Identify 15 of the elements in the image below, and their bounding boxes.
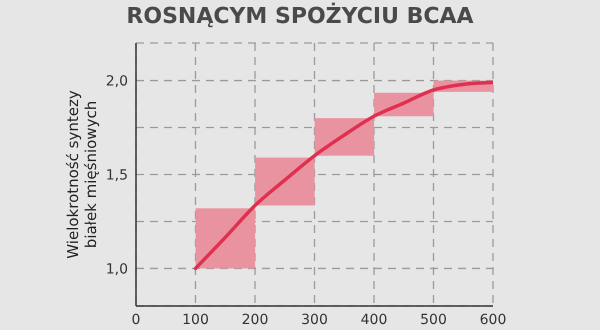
- y-axis-title: Wielokrotność syntezy białek mięśniowych: [64, 90, 100, 259]
- x-tick-label: 600: [480, 312, 506, 328]
- x-tick-label: 300: [301, 312, 328, 328]
- bar: [196, 208, 256, 268]
- line-series: [194, 80, 493, 270]
- x-tick-label: 400: [360, 312, 388, 328]
- y-tick-label: 1,5: [106, 167, 128, 184]
- bar: [255, 158, 315, 206]
- chart-title: ROSNĄCYM SPOŻYCIU BCAA: [125, 4, 475, 30]
- x-tick-label: 100: [182, 312, 209, 328]
- x-tick-label: 200: [242, 312, 268, 328]
- y-tick-label: 2,0: [106, 74, 128, 90]
- y-tick-label: 1,0: [106, 261, 128, 278]
- x-tick-label: 500: [420, 312, 447, 328]
- x-tick-label: 0: [132, 312, 140, 328]
